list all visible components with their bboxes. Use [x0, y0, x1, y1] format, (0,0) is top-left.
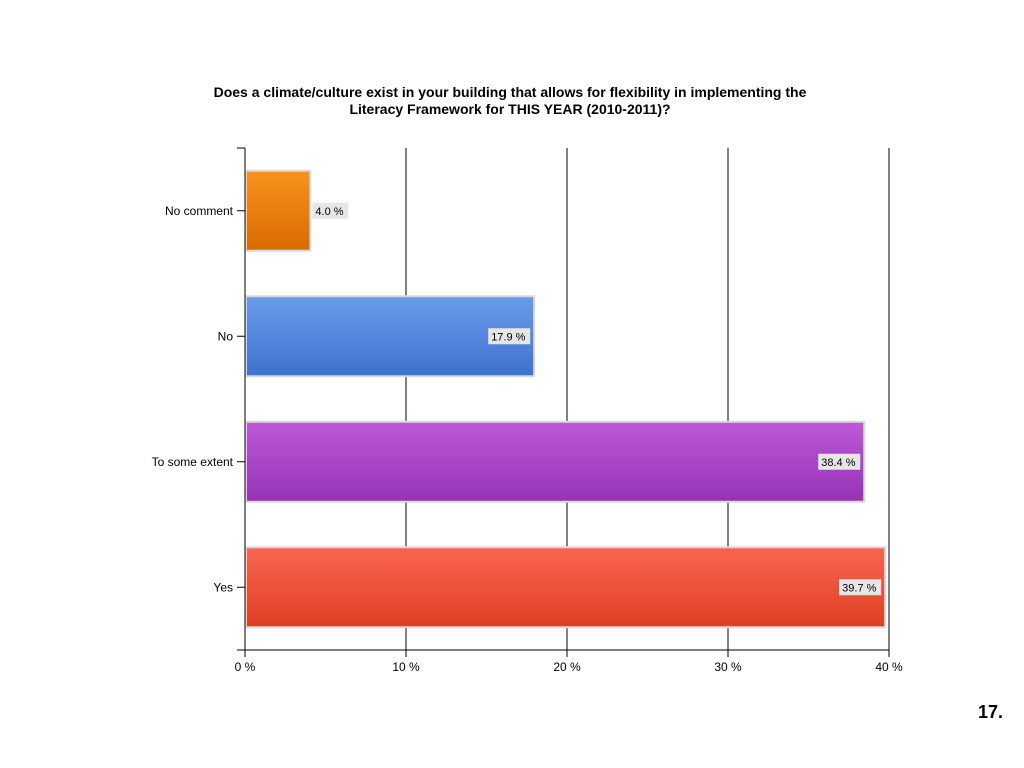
y-tick-label: No comment [165, 204, 234, 218]
bar-yes [245, 546, 887, 629]
data-label-box [312, 202, 349, 219]
x-tick-label: 20 % [553, 660, 581, 674]
data-label: 4.0 % [315, 206, 343, 218]
bar-no [245, 295, 536, 378]
y-tick-label: To some extent [152, 455, 234, 469]
slide-number: 17. [978, 702, 1004, 722]
bars [245, 169, 887, 629]
bar-no-comment [245, 169, 312, 252]
bar-to-some-extent [245, 420, 866, 503]
x-tick-label: 0 % [235, 660, 256, 674]
x-tick-label: 10 % [392, 660, 420, 674]
chart-title-line-2: Literacy Framework for THIS YEAR (2010-2… [349, 101, 671, 117]
y-tick-label: No [218, 329, 234, 343]
data-labels: 4.0 % 17.9 % 38.4 % 39.7 % [312, 202, 882, 596]
data-label-box [488, 328, 531, 345]
x-tick-label: 40 % [875, 660, 903, 674]
data-label: 39.7 % [842, 582, 876, 594]
data-label-box [818, 453, 861, 470]
chart-title: Does a climate/culture exist in your bui… [160, 84, 860, 118]
x-tick-label: 30 % [714, 660, 742, 674]
data-label-box [839, 579, 882, 596]
data-label: 17.9 % [491, 331, 525, 343]
data-label: 38.4 % [821, 457, 855, 469]
y-tick-label: Yes [213, 580, 233, 594]
axes: 0 % 10 % 20 % 30 % 40 % No comment No To some e… [152, 147, 903, 674]
chart-title-line-1: Does a climate/culture exist in your bui… [213, 84, 807, 100]
